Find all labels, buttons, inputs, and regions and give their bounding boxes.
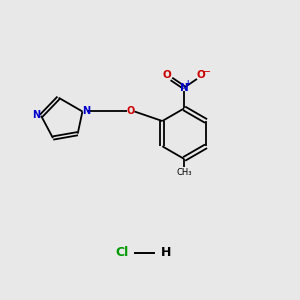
Text: O: O <box>197 70 206 80</box>
Text: CH₃: CH₃ <box>176 168 192 177</box>
Text: −: − <box>203 67 211 77</box>
Text: N: N <box>82 106 90 116</box>
Text: +: + <box>184 79 191 88</box>
Text: N: N <box>180 82 189 93</box>
Text: Cl: Cl <box>115 246 128 259</box>
Text: N: N <box>32 110 40 120</box>
Text: O: O <box>127 106 135 116</box>
Text: H: H <box>161 246 172 259</box>
Text: O: O <box>163 70 172 80</box>
